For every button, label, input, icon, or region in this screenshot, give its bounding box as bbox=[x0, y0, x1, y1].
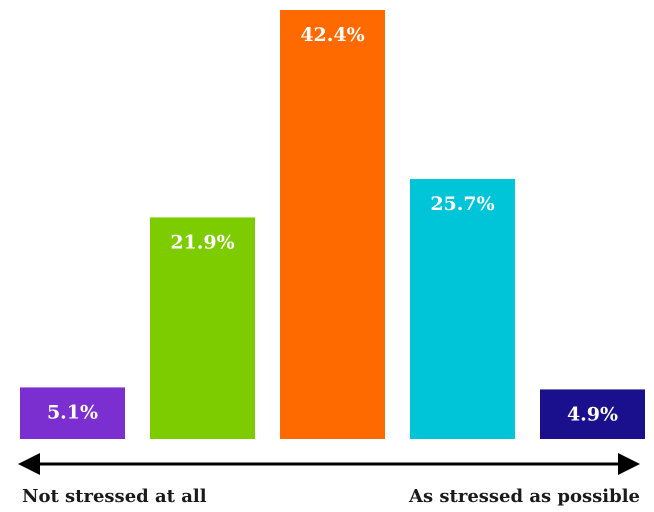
axis-left-label: Not stressed at all bbox=[22, 486, 207, 507]
bar-value-label-3: 42.4% bbox=[300, 24, 364, 46]
bar-3 bbox=[280, 10, 385, 439]
bar-value-label-2: 21.9% bbox=[170, 231, 234, 253]
bar-5 bbox=[540, 389, 645, 439]
axis-right-label: As stressed as possible bbox=[409, 486, 640, 507]
bar-value-label-4: 25.7% bbox=[430, 193, 494, 215]
axis-arrow bbox=[18, 453, 640, 475]
bar-value-label-1: 5.1% bbox=[47, 401, 98, 423]
bar-1 bbox=[20, 387, 125, 439]
bars-group: 5.1% 21.9% 42.4% 25.7% 4.9% bbox=[20, 10, 645, 439]
bar-4 bbox=[410, 178, 515, 439]
arrow-right-icon bbox=[618, 453, 640, 475]
bar-2 bbox=[150, 217, 255, 439]
arrow-left-icon bbox=[18, 453, 40, 475]
stress-bar-chart: 5.1% 21.9% 42.4% 25.7% 4.9% bbox=[18, 10, 645, 475]
bar-value-label-5: 4.9% bbox=[567, 403, 618, 425]
